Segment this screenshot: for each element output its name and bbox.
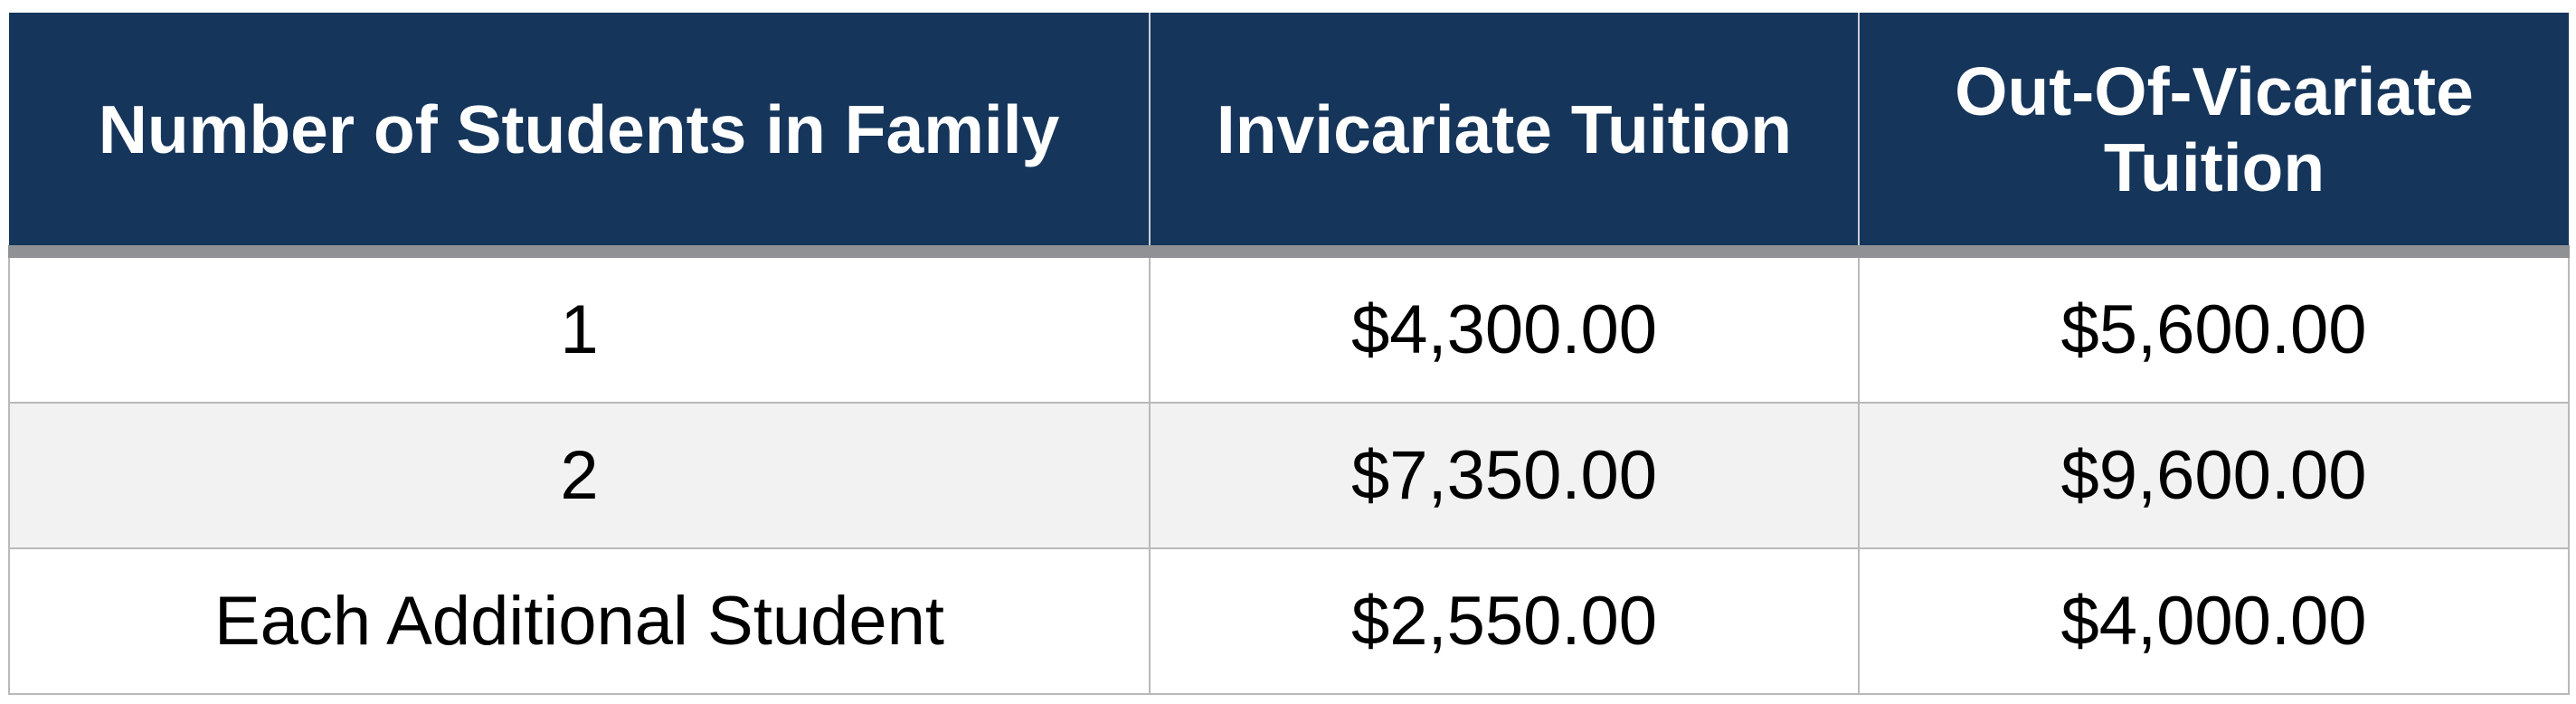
cell-students: 1	[8, 251, 1151, 404]
table-header: Number of Students in Family Invicariate…	[9, 13, 2569, 258]
cell-students: 2	[8, 402, 1151, 549]
table-row: Each Additional Student $2,550.00 $4,000…	[8, 547, 2570, 695]
tuition-table: Number of Students in Family Invicariate…	[8, 13, 2570, 695]
cell-invicariate-tuition: $4,300.00	[1149, 251, 1860, 404]
header-row: Number of Students in Family Invicariate…	[9, 13, 2569, 258]
table-row: 2 $7,350.00 $9,600.00	[8, 402, 2570, 549]
cell-invicariate-tuition: $7,350.00	[1149, 402, 1860, 549]
cell-out-of-vicariate-tuition: $5,600.00	[1858, 251, 2570, 404]
header-out-of-vicariate-tuition: Out-Of-Vicariate Tuition	[1858, 13, 2569, 258]
table-row: 1 $4,300.00 $5,600.00	[8, 251, 2570, 404]
cell-out-of-vicariate-tuition: $4,000.00	[1858, 547, 2570, 695]
cell-out-of-vicariate-tuition: $9,600.00	[1858, 402, 2570, 549]
header-invicariate-tuition: Invicariate Tuition	[1149, 13, 1859, 258]
header-students-in-family: Number of Students in Family	[9, 13, 1150, 258]
table-body: 1 $4,300.00 $5,600.00 2 $7,350.00 $9,600…	[8, 251, 2570, 695]
cell-students: Each Additional Student	[8, 547, 1151, 695]
cell-invicariate-tuition: $2,550.00	[1149, 547, 1860, 695]
